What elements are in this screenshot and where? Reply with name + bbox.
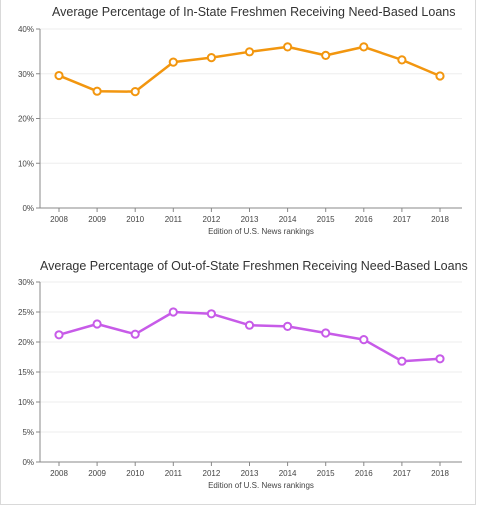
y-tick-label: 20% [18,115,34,124]
data-point[interactable] [92,86,102,96]
y-tick-label: 0% [22,204,34,213]
y-tick-label: 40% [18,25,34,34]
y-tick-label: 30% [18,70,34,79]
data-point[interactable] [397,55,407,65]
data-point[interactable] [168,307,178,317]
data-point[interactable] [168,57,178,67]
x-axis-label: Edition of U.S. News rankings [208,227,314,236]
x-axis-label: Edition of U.S. News rankings [208,481,314,490]
data-point[interactable] [435,354,445,364]
x-tick-label: 2013 [241,469,259,478]
x-tick-label: 2015 [317,215,335,224]
x-tick-label: 2014 [279,469,297,478]
x-tick-label: 2009 [88,469,106,478]
x-tick-label: 2008 [50,469,68,478]
y-tick-label: 10% [18,159,34,168]
x-tick-label: 2012 [203,469,221,478]
x-tick-label: 2010 [126,215,144,224]
y-tick-label: 10% [18,398,34,407]
x-tick-label: 2014 [279,215,297,224]
series-line [58,310,441,363]
x-tick-label: 2018 [431,469,449,478]
y-tick-label: 5% [22,428,34,437]
data-point[interactable] [54,330,64,340]
chart-1: Average Percentage of In-State Freshmen … [18,5,462,236]
x-tick-label: 2010 [126,469,144,478]
x-tick-label: 2017 [393,215,411,224]
x-tick-label: 2015 [317,469,335,478]
data-point[interactable] [359,42,369,52]
chart-title: Average Percentage of Out-of-State Fresh… [40,259,468,273]
chart-title: Average Percentage of In-State Freshmen … [52,5,455,19]
x-tick-label: 2013 [241,215,259,224]
data-point[interactable] [206,309,216,319]
chart-2: Average Percentage of Out-of-State Fresh… [18,259,468,490]
data-point[interactable] [321,50,331,61]
data-point[interactable] [92,319,102,329]
y-tick-label: 0% [22,458,34,467]
data-point[interactable] [435,71,445,81]
data-point[interactable] [244,320,255,330]
x-tick-label: 2011 [165,469,183,478]
x-tick-label: 2012 [203,215,221,224]
data-point[interactable] [130,329,140,339]
data-point[interactable] [54,70,64,81]
data-point[interactable] [359,335,369,345]
x-tick-label: 2018 [431,215,449,224]
data-point[interactable] [321,328,331,338]
y-tick-label: 25% [18,308,34,317]
y-tick-label: 30% [18,278,34,287]
x-tick-label: 2009 [88,215,106,224]
x-tick-label: 2008 [50,215,68,224]
data-point[interactable] [206,53,216,63]
x-tick-label: 2016 [355,469,373,478]
y-tick-label: 20% [18,338,34,347]
data-point[interactable] [130,87,140,97]
x-tick-label: 2016 [355,215,373,224]
x-tick-label: 2017 [393,469,411,478]
y-tick-label: 15% [18,368,34,377]
data-point[interactable] [397,356,407,366]
data-point[interactable] [244,47,255,57]
x-tick-label: 2011 [165,215,183,224]
data-point[interactable] [283,42,293,52]
data-point[interactable] [283,321,293,331]
